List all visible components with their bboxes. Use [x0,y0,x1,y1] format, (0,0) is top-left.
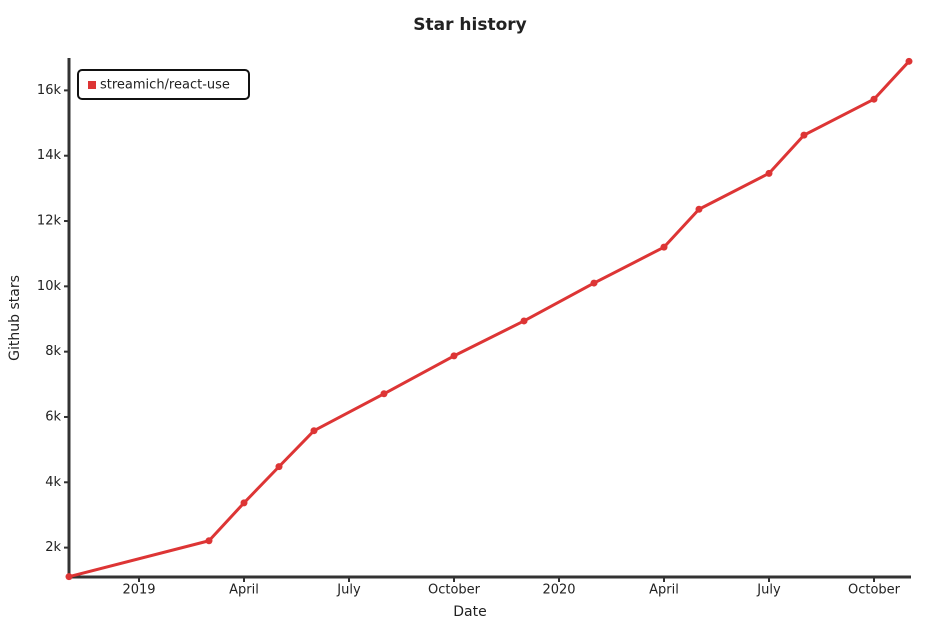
y-tick-label: 12k [37,214,62,229]
x-tick-label: October [428,583,481,598]
legend-label: streamich/react-use [100,78,230,93]
y-tick-label: 2k [45,540,61,555]
data-point [450,352,458,360]
data-point [800,131,808,139]
y-tick-label: 8k [45,344,61,359]
x-tick-label: July [756,583,781,598]
legend-swatch [88,81,96,89]
data-point [660,243,668,251]
x-tick-label: April [229,583,259,598]
data-point [520,317,528,325]
x-tick-label: April [649,583,679,598]
series-line [68,60,911,579]
data-point [275,463,283,471]
data-point [695,205,703,213]
data-point [65,573,73,581]
data-point [240,499,248,507]
y-tick-label: 10k [37,279,62,294]
y-tick-label: 16k [37,83,62,98]
data-point [765,169,773,177]
x-tick-label: October [848,583,901,598]
data-point [870,95,878,103]
y-tick-label: 4k [45,475,61,490]
x-axis-title: Date [453,604,486,620]
y-tick-label: 14k [37,148,62,163]
y-tick-label: 6k [45,409,61,424]
data-point [205,537,213,545]
data-point [310,427,318,435]
x-tick-label: 2020 [542,583,575,598]
data-point [905,57,913,65]
data-point [590,279,598,287]
x-tick-label: 2019 [122,583,155,598]
chart-title: Star history [413,15,526,35]
legend-box [77,69,250,100]
x-tick-label: July [336,583,361,598]
data-point [380,390,388,398]
y-axis-title: Github stars [7,275,23,361]
